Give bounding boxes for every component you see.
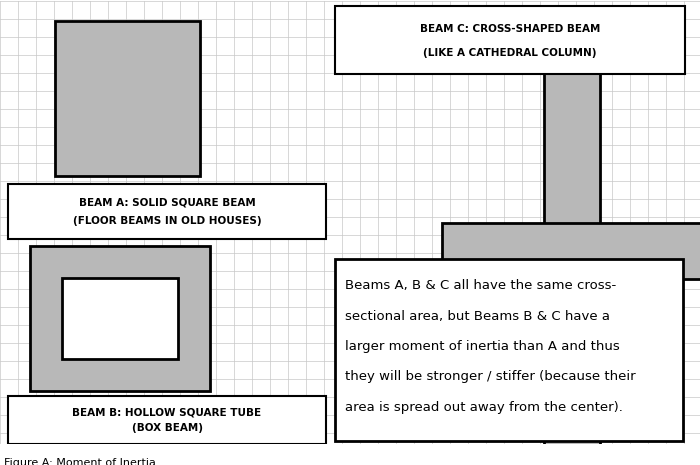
Text: area is spread out away from the center).: area is spread out away from the center)…	[345, 401, 623, 414]
Bar	[544, 55, 600, 445]
Bar	[8, 184, 326, 239]
Text: larger moment of inertia than A and thus: larger moment of inertia than A and thus	[345, 340, 620, 353]
Text: BEAM B: HOLLOW SQUARE TUBE: BEAM B: HOLLOW SQUARE TUBE	[72, 407, 262, 418]
Bar	[55, 20, 200, 176]
Text: sectional area, but Beams B & C have a: sectional area, but Beams B & C have a	[345, 310, 610, 323]
Text: Figure A: Moment of Inertia: Figure A: Moment of Inertia	[4, 458, 156, 465]
Bar	[30, 246, 210, 391]
Bar	[442, 223, 700, 279]
Bar	[62, 278, 178, 359]
Text: (LIKE A CATHEDRAL COLUMN): (LIKE A CATHEDRAL COLUMN)	[424, 48, 596, 58]
Text: Beams A, B & C all have the same cross-: Beams A, B & C all have the same cross-	[345, 279, 616, 292]
Bar	[8, 396, 326, 444]
Text: BEAM A: SOLID SQUARE BEAM: BEAM A: SOLID SQUARE BEAM	[78, 198, 256, 208]
Text: they will be stronger / stiffer (because their: they will be stronger / stiffer (because…	[345, 370, 636, 383]
Text: (BOX BEAM): (BOX BEAM)	[132, 423, 202, 433]
Text: (FLOOR BEAMS IN OLD HOUSES): (FLOOR BEAMS IN OLD HOUSES)	[73, 216, 261, 226]
Bar	[335, 259, 683, 440]
Text: BEAM C: CROSS-SHAPED BEAM: BEAM C: CROSS-SHAPED BEAM	[420, 24, 600, 34]
Bar	[335, 6, 685, 73]
